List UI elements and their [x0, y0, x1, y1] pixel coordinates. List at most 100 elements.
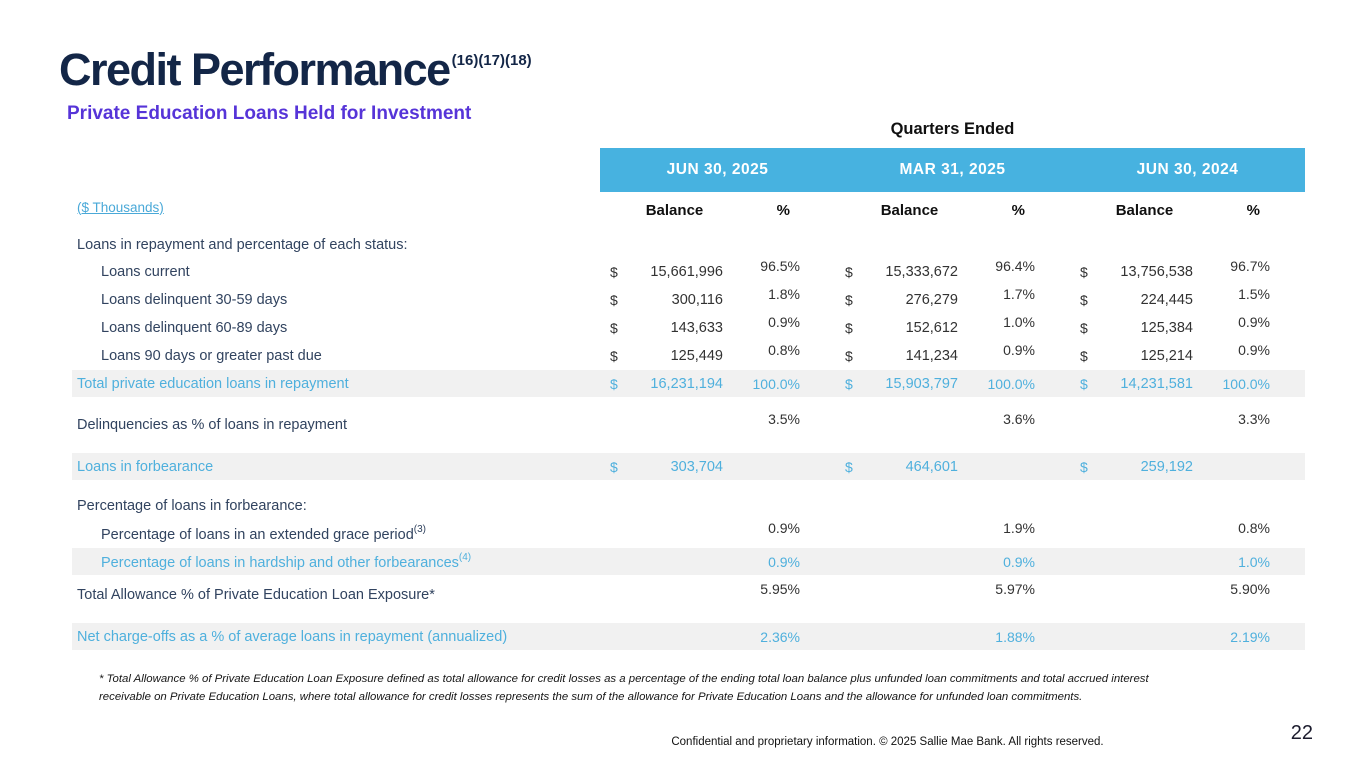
- quarter-cell-group: 3.3%: [1070, 411, 1305, 439]
- quarter-cell-group: $276,279 1.7%: [835, 286, 1070, 314]
- percent-cell: 2.36%: [760, 628, 800, 645]
- percent-cell: 0.8%: [1238, 520, 1270, 536]
- dollar-sign: $: [1080, 375, 1088, 392]
- dollar-sign: $: [610, 264, 618, 280]
- dollar-sign: $: [610, 348, 618, 364]
- percent-cell: 1.5%: [1238, 286, 1270, 302]
- row-label: Total Allowance % of Private Education L…: [77, 587, 435, 603]
- balance-cell: 303,704: [670, 458, 723, 475]
- column-subheaders: Balance % Balance % Balance %: [600, 202, 1305, 219]
- credit-performance-table: ($ Thousands) Loans in repayment and perc…: [72, 196, 1305, 650]
- row-label: Loans in forbearance: [77, 458, 214, 475]
- balance-cell: 15,661,996: [650, 264, 723, 280]
- percent-cell: 100.0%: [1222, 375, 1270, 392]
- quarter-cell-group: $15,903,797 100.0%: [835, 370, 1070, 397]
- quarter-cell-group: $143,633 0.9%: [600, 314, 835, 342]
- balance-cell: 152,612: [905, 320, 958, 336]
- dollar-sign: $: [845, 320, 853, 336]
- percent-cell: 0.9%: [1238, 314, 1270, 330]
- percent-cell: 1.9%: [1003, 520, 1035, 536]
- balance-column-header: Balance: [1115, 202, 1174, 219]
- table-row: Loans in repayment and percentage of eac…: [72, 232, 1305, 258]
- percent-cell: 1.88%: [995, 628, 1035, 645]
- row-label: ($ Thousands): [77, 199, 164, 215]
- page-title: Credit Performance (16)(17)(18): [59, 44, 532, 96]
- subheader-group: Balance %: [835, 202, 1070, 219]
- quarter-cell-group: 1.9%: [835, 520, 1070, 548]
- balance-cell: 14,231,581: [1120, 375, 1193, 392]
- quarter-cell-group: $125,384 0.9%: [1070, 314, 1305, 342]
- dollar-sign: $: [845, 264, 853, 280]
- percent-cell: 1.8%: [768, 286, 800, 302]
- balance-column-header: Balance: [880, 202, 939, 219]
- quarter-cell-group: 2.19%: [1070, 623, 1305, 650]
- percent-cell: 0.9%: [768, 314, 800, 330]
- quarter-cell-group: $125,449 0.8%: [600, 342, 835, 370]
- percent-cell: 0.9%: [1238, 342, 1270, 358]
- quarter-cell-group: 2.36%: [600, 623, 835, 650]
- percent-cell: 1.0%: [1003, 314, 1035, 330]
- row-label: Loans delinquent 30-59 days: [101, 292, 288, 308]
- row-label: Percentage of loans in hardship and othe…: [101, 551, 472, 571]
- percent-column-header: %: [1246, 202, 1260, 219]
- quarter-cell-group: 3.5%: [600, 411, 835, 439]
- dollar-sign: $: [610, 292, 618, 308]
- percent-cell: 0.9%: [768, 553, 800, 570]
- percent-cell: 3.6%: [1003, 411, 1035, 427]
- page-title-text: Credit Performance: [59, 44, 451, 95]
- table-row: Percentage of loans in forbearance:: [72, 492, 1305, 520]
- row-label: Loans delinquent 60-89 days: [101, 320, 288, 336]
- table-row: Delinquencies as % of loans in repayment…: [72, 411, 1305, 439]
- percent-column-header: %: [776, 202, 790, 219]
- table-row: Loans in forbearance $303,704 $464,601 $259…: [72, 453, 1305, 480]
- dollar-sign: $: [1080, 458, 1088, 475]
- dollar-sign: $: [1080, 264, 1088, 280]
- percent-column-header: %: [1011, 202, 1025, 219]
- footnote: * Total Allowance % of Private Education…: [99, 670, 1279, 707]
- slide-subtitle: Private Education Loans Held for Investm…: [67, 103, 472, 124]
- subheader-group: Balance %: [600, 202, 835, 219]
- balance-cell: 15,333,672: [885, 264, 958, 280]
- balance-cell: 125,384: [1140, 320, 1193, 336]
- dollar-sign: $: [1080, 292, 1088, 308]
- table-row: Percentage of loans in an extended grace…: [72, 520, 1305, 548]
- quarter-cell-group: $15,661,996 96.5%: [600, 258, 835, 286]
- row-label: Percentage of loans in forbearance:: [77, 498, 307, 514]
- row-label: Loans current: [101, 264, 190, 280]
- quarter-cell-group: $15,333,672 96.4%: [835, 258, 1070, 286]
- percent-cell: 96.7%: [1230, 258, 1270, 274]
- balance-cell: 464,601: [905, 458, 958, 475]
- dollar-sign: $: [845, 348, 853, 364]
- percent-cell: 3.3%: [1238, 411, 1270, 427]
- table-row: Total private education loans in repayme…: [72, 370, 1305, 397]
- percent-cell: 100.0%: [987, 375, 1035, 392]
- title-footnote-refs: (16)(17)(18): [451, 52, 532, 69]
- percent-cell: 0.9%: [1003, 342, 1035, 358]
- balance-cell: 276,279: [905, 292, 958, 308]
- row-label: Percentage of loans in an extended grace…: [101, 524, 427, 543]
- balance-cell: 300,116: [671, 292, 723, 308]
- balance-column-header: Balance: [645, 202, 704, 219]
- table-row: Loans 90 days or greater past due $125,44…: [72, 342, 1305, 370]
- quarter-header-bar: JUN 30, 2025 MAR 31, 2025 JUN 30, 2024: [600, 148, 1305, 192]
- quarter-header-jun-2025: JUN 30, 2025: [666, 161, 769, 178]
- quarter-cell-group: 5.97%: [835, 581, 1070, 609]
- percent-cell: 5.95%: [760, 581, 800, 597]
- dollar-sign: $: [610, 375, 618, 392]
- dollar-sign: $: [845, 292, 853, 308]
- page-number: 22: [1290, 722, 1313, 744]
- dollar-sign: $: [1080, 348, 1088, 364]
- balance-cell: 259,192: [1140, 458, 1193, 475]
- row-footnote-ref: (3): [413, 524, 427, 536]
- balance-cell: 125,449: [670, 348, 723, 364]
- percent-cell: 0.9%: [768, 520, 800, 536]
- footnote-line: * Total Allowance % of Private Education…: [99, 673, 1149, 685]
- balance-cell: 15,903,797: [885, 375, 958, 392]
- percent-cell: 0.8%: [768, 342, 800, 358]
- footnote-line: receivable on Private Education Loans, w…: [99, 691, 1083, 704]
- quarter-cell-group: $464,601: [835, 453, 1070, 480]
- percent-cell: 0.9%: [1003, 553, 1035, 570]
- quarter-header-mar-2025: MAR 31, 2025: [899, 161, 1006, 178]
- quarter-cell-group: 0.8%: [1070, 520, 1305, 548]
